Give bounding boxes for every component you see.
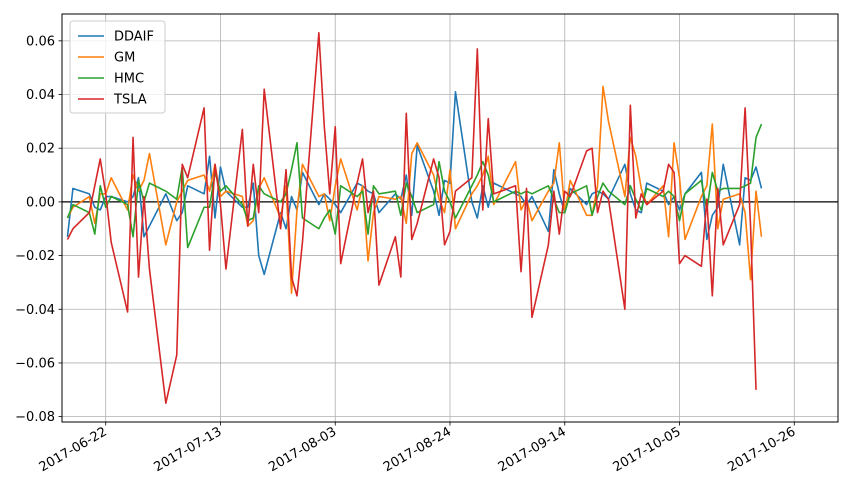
legend-label-ddaif: DDAIF bbox=[114, 30, 154, 45]
legend: DDAIF GM HMC TSLA bbox=[69, 20, 166, 114]
x-tick-label: 2017-08-03 bbox=[266, 424, 339, 475]
x-tick-label: 2017-07-13 bbox=[152, 424, 225, 475]
y-tick-label: 0.04 bbox=[26, 88, 55, 103]
y-tick-label: −0.04 bbox=[15, 303, 55, 318]
series-line-hmc bbox=[66, 123, 763, 249]
y-tick-label: −0.08 bbox=[15, 410, 55, 425]
x-tick-label: 2017-08-24 bbox=[381, 424, 454, 475]
legend-items: DDAIF GM HMC TSLA bbox=[78, 30, 154, 108]
x-axis: 2017-06-22 2017-07-13 2017-08-03 2017-08-24… bbox=[37, 422, 798, 475]
y-axis: −0.08 −0.06 −0.04 −0.02 0.00 0.02 0.04 0.06 bbox=[15, 34, 62, 425]
x-tick-label: 2017-10-26 bbox=[725, 424, 798, 475]
x-tick-label: 2017-10-05 bbox=[611, 424, 684, 475]
legend-label-gm: GM bbox=[114, 51, 135, 66]
series-line-ddaif bbox=[66, 91, 763, 276]
y-tick-label: 0.02 bbox=[26, 142, 55, 157]
y-tick-label: −0.02 bbox=[15, 249, 55, 264]
series-line-tsla bbox=[66, 31, 757, 405]
series-lines bbox=[66, 31, 763, 405]
y-tick-label: −0.06 bbox=[15, 356, 55, 371]
x-tick-label: 2017-06-22 bbox=[37, 424, 110, 475]
legend-label-tsla: TSLA bbox=[113, 93, 147, 108]
y-tick-label: 0.00 bbox=[26, 195, 55, 210]
x-tick-label: 2017-09-14 bbox=[496, 424, 569, 475]
y-tick-label: 0.06 bbox=[26, 34, 55, 49]
legend-box bbox=[69, 20, 166, 114]
legend-label-hmc: HMC bbox=[114, 72, 144, 87]
